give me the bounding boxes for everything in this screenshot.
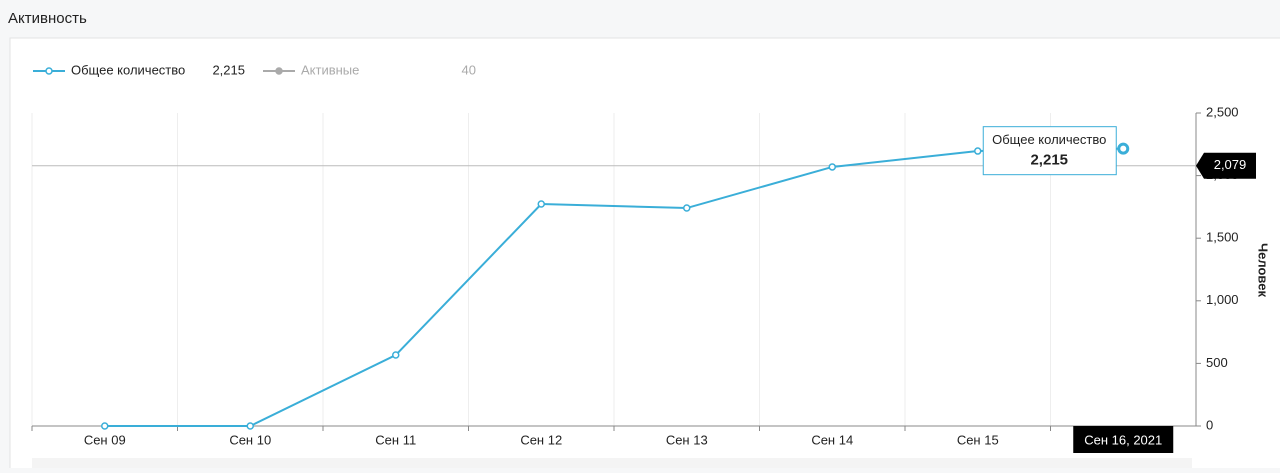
crosshair-label: 2,079	[1214, 157, 1247, 172]
x-tick-label: Сен 15	[957, 432, 999, 447]
legend-marker	[45, 67, 53, 75]
panel-title: Активность	[8, 10, 87, 27]
y-axis-title: Человек	[1256, 243, 1271, 297]
y-tick-label: 2,500	[1206, 104, 1239, 119]
data-point[interactable]	[101, 422, 109, 430]
crosshair-label-box	[1196, 152, 1256, 179]
x-tick-label: Сен 16, 2021	[1084, 432, 1162, 447]
data-point[interactable]	[537, 200, 545, 208]
y-tick-label: 1,000	[1206, 292, 1239, 307]
tooltip-box	[982, 126, 1117, 176]
x-tick-label: Сен 13	[666, 432, 708, 447]
x-tick-label: Сен 12	[520, 432, 562, 447]
panel	[9, 37, 1280, 473]
y-tick-label: 500	[1206, 355, 1228, 370]
x-tick-label: Сен 10	[229, 432, 271, 447]
legend-marker	[275, 67, 283, 75]
x-tick-label: Сен 14	[811, 432, 853, 447]
data-point[interactable]	[974, 147, 982, 155]
scroll-area	[32, 458, 1192, 468]
legend-value: 2,215	[212, 62, 245, 77]
legend-label[interactable]: Активные	[301, 62, 359, 77]
data-point[interactable]	[828, 163, 836, 171]
series-line	[104, 147, 1124, 427]
x-crosshair-label-box	[1073, 426, 1174, 453]
legend-label[interactable]: Общее количество	[71, 62, 185, 77]
data-point[interactable]	[246, 422, 254, 430]
y-tick-label: 1,500	[1206, 230, 1239, 245]
x-tick-label: Сен 09	[84, 432, 126, 447]
y-tick-label: 0	[1206, 417, 1213, 432]
data-point[interactable]	[683, 204, 691, 212]
x-tick-label: Сен 11	[375, 432, 416, 447]
tooltip-series-name: Общее количество	[992, 132, 1106, 147]
data-point[interactable]	[1117, 142, 1130, 155]
data-point[interactable]	[392, 351, 400, 359]
legend-value: 40	[462, 62, 476, 77]
tooltip-value: 2,215	[1030, 152, 1068, 169]
